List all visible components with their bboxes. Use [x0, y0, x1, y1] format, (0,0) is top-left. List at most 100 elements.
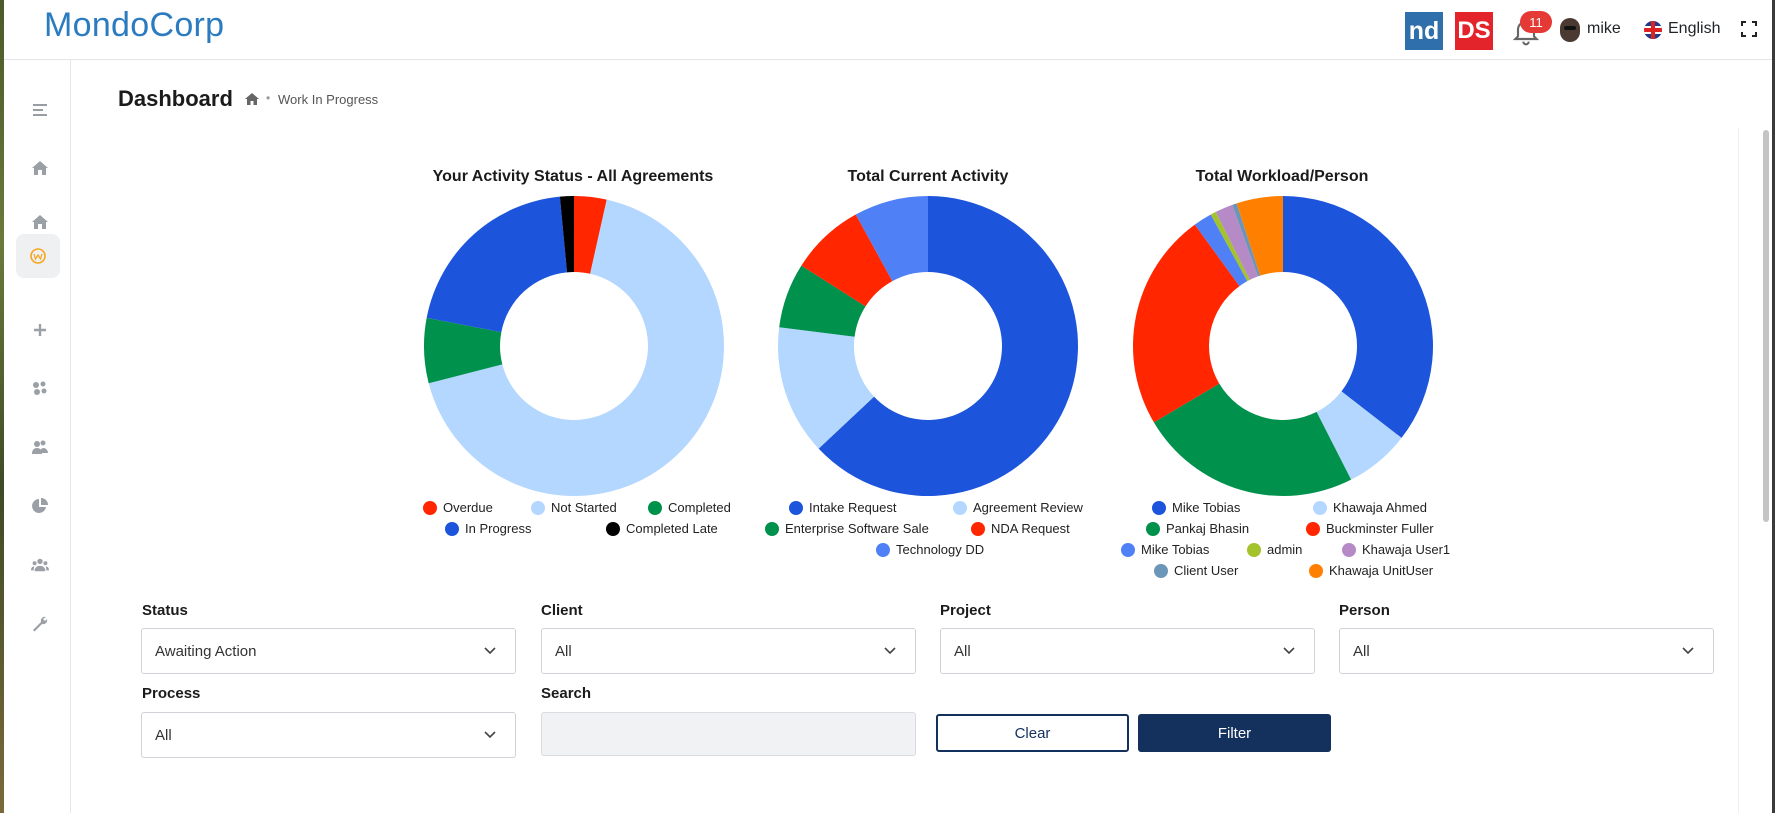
legend-item[interactable]: Agreement Review	[953, 500, 1083, 515]
donut-slice[interactable]	[1133, 224, 1240, 423]
legend-item[interactable]: Overdue	[423, 500, 493, 515]
sidebar-toggle-menu[interactable]	[20, 90, 60, 130]
sidebar-item-reports[interactable]	[20, 486, 60, 526]
legend-swatch	[1309, 563, 1323, 578]
legend-item[interactable]: Mike Tobias	[1121, 542, 1209, 557]
donut-slice[interactable]	[1215, 204, 1258, 280]
person-select[interactable]: All	[1339, 628, 1714, 674]
notification-count-badge[interactable]: 11	[1520, 11, 1552, 33]
legend-label: Agreement Review	[973, 500, 1083, 515]
process-select[interactable]: All	[141, 712, 516, 758]
content-panel-border	[1738, 128, 1739, 813]
sidebar-item-users[interactable]	[20, 545, 60, 585]
legend-item[interactable]: Buckminster Fuller	[1306, 521, 1434, 536]
legend-label: Enterprise Software Sale	[785, 521, 929, 536]
legend-label: Khawaja User1	[1362, 542, 1451, 557]
donut-slice[interactable]	[1316, 391, 1402, 480]
legend-item[interactable]: In Progress	[445, 521, 531, 536]
donut-slice[interactable]	[855, 196, 928, 282]
legend-swatch	[1152, 500, 1166, 515]
legend-item[interactable]: Technology DD	[876, 542, 984, 557]
donut-slice[interactable]	[426, 196, 568, 333]
legend-item[interactable]: Client User	[1154, 563, 1238, 578]
nd-app-button[interactable]: nd	[1405, 12, 1443, 50]
sidebar-item-work-in-progress[interactable]	[16, 234, 60, 278]
legend-swatch	[1146, 521, 1160, 536]
legend-label: Client User	[1174, 563, 1239, 578]
legend-swatch	[1306, 521, 1320, 536]
sidebar-item-teams[interactable]	[20, 427, 60, 467]
donut-slice[interactable]	[559, 196, 574, 273]
legend-item[interactable]: NDA Request	[971, 521, 1070, 536]
process-select-value: All	[155, 726, 172, 744]
donut-slice[interactable]	[778, 327, 875, 449]
legend-item[interactable]: Enterprise Software Sale	[765, 521, 929, 536]
sidebar-item-clients[interactable]	[20, 368, 60, 408]
legend-swatch	[1247, 542, 1261, 557]
home-icon	[32, 215, 48, 229]
scrollbar[interactable]	[1763, 130, 1769, 522]
legend-label: Completed	[668, 500, 731, 515]
legend-label: Technology DD	[896, 542, 985, 557]
activity-status-donut	[424, 196, 724, 496]
current-activity-donut	[778, 196, 1078, 496]
chevron-down-icon	[884, 647, 896, 655]
chevron-down-icon	[1682, 647, 1694, 655]
status-select[interactable]: Awaiting Action	[141, 628, 516, 674]
legend-item[interactable]: admin	[1247, 542, 1302, 557]
legend-swatch	[789, 500, 803, 515]
donut-slice[interactable]	[1194, 214, 1248, 287]
legend-item[interactable]: Khawaja UnitUser	[1309, 563, 1433, 578]
sidebar-item-add[interactable]	[20, 310, 60, 350]
search-input[interactable]	[541, 712, 916, 756]
legend-item[interactable]: Khawaja Ahmed	[1313, 500, 1427, 515]
sidebar-item-settings[interactable]	[20, 604, 60, 644]
plus-icon	[34, 324, 46, 336]
legend-item[interactable]: Completed	[648, 500, 731, 515]
client-select[interactable]: All	[541, 628, 916, 674]
donut-slice[interactable]	[801, 214, 893, 307]
legend-label: admin	[1267, 542, 1303, 557]
app-logo[interactable]: MondoCorp	[44, 6, 225, 44]
legend-item[interactable]: Khawaja User1	[1342, 542, 1450, 557]
breadcrumb: Work In Progress	[278, 92, 379, 107]
sidebar-item-home-2[interactable]	[20, 202, 60, 242]
status-label: Status	[142, 602, 188, 619]
legend-label: Buckminster Fuller	[1326, 521, 1434, 536]
filter-button[interactable]: Filter	[1138, 714, 1331, 752]
sidebar-item-home[interactable]	[20, 148, 60, 188]
legend-item[interactable]: Completed Late	[606, 521, 718, 536]
donut-slice[interactable]	[1283, 196, 1433, 438]
legend-item[interactable]: Not Started	[531, 500, 617, 515]
avatar[interactable]	[1560, 18, 1580, 42]
language-selector[interactable]: English	[1668, 20, 1721, 37]
legend-label: Mike Tobias	[1172, 500, 1241, 515]
legend-swatch	[971, 521, 985, 536]
chevron-down-icon	[484, 647, 496, 655]
legend-swatch	[445, 521, 459, 536]
fullscreen-icon[interactable]	[1740, 20, 1758, 38]
donut-slice[interactable]	[1236, 196, 1283, 276]
clear-button[interactable]: Clear	[936, 714, 1129, 752]
project-select[interactable]: All	[940, 628, 1315, 674]
uk-flag-icon[interactable]	[1644, 21, 1662, 39]
legend-swatch	[531, 500, 545, 515]
breadcrumb-home-icon[interactable]	[245, 92, 259, 106]
donut-slice[interactable]	[818, 196, 1078, 496]
legend-label: Intake Request	[809, 500, 897, 515]
legend-swatch	[1154, 563, 1168, 578]
legend-item[interactable]: Pankaj Bhasin	[1146, 521, 1249, 536]
donut-slice[interactable]	[1153, 383, 1352, 496]
legend-item[interactable]: Mike Tobias	[1152, 500, 1240, 515]
donut-slice[interactable]	[574, 196, 607, 274]
user-name[interactable]: mike	[1587, 20, 1621, 37]
legend-swatch	[606, 521, 620, 536]
donut-slice[interactable]	[1232, 203, 1261, 277]
donut-slice[interactable]	[424, 317, 503, 384]
donut-slice[interactable]	[428, 199, 724, 496]
legend-item[interactable]: Intake Request	[789, 500, 896, 515]
donut-slice[interactable]	[779, 265, 866, 337]
ds-app-button[interactable]: DS	[1455, 12, 1493, 50]
donut-slice[interactable]	[1210, 211, 1250, 282]
workload-person-donut	[1133, 196, 1433, 496]
